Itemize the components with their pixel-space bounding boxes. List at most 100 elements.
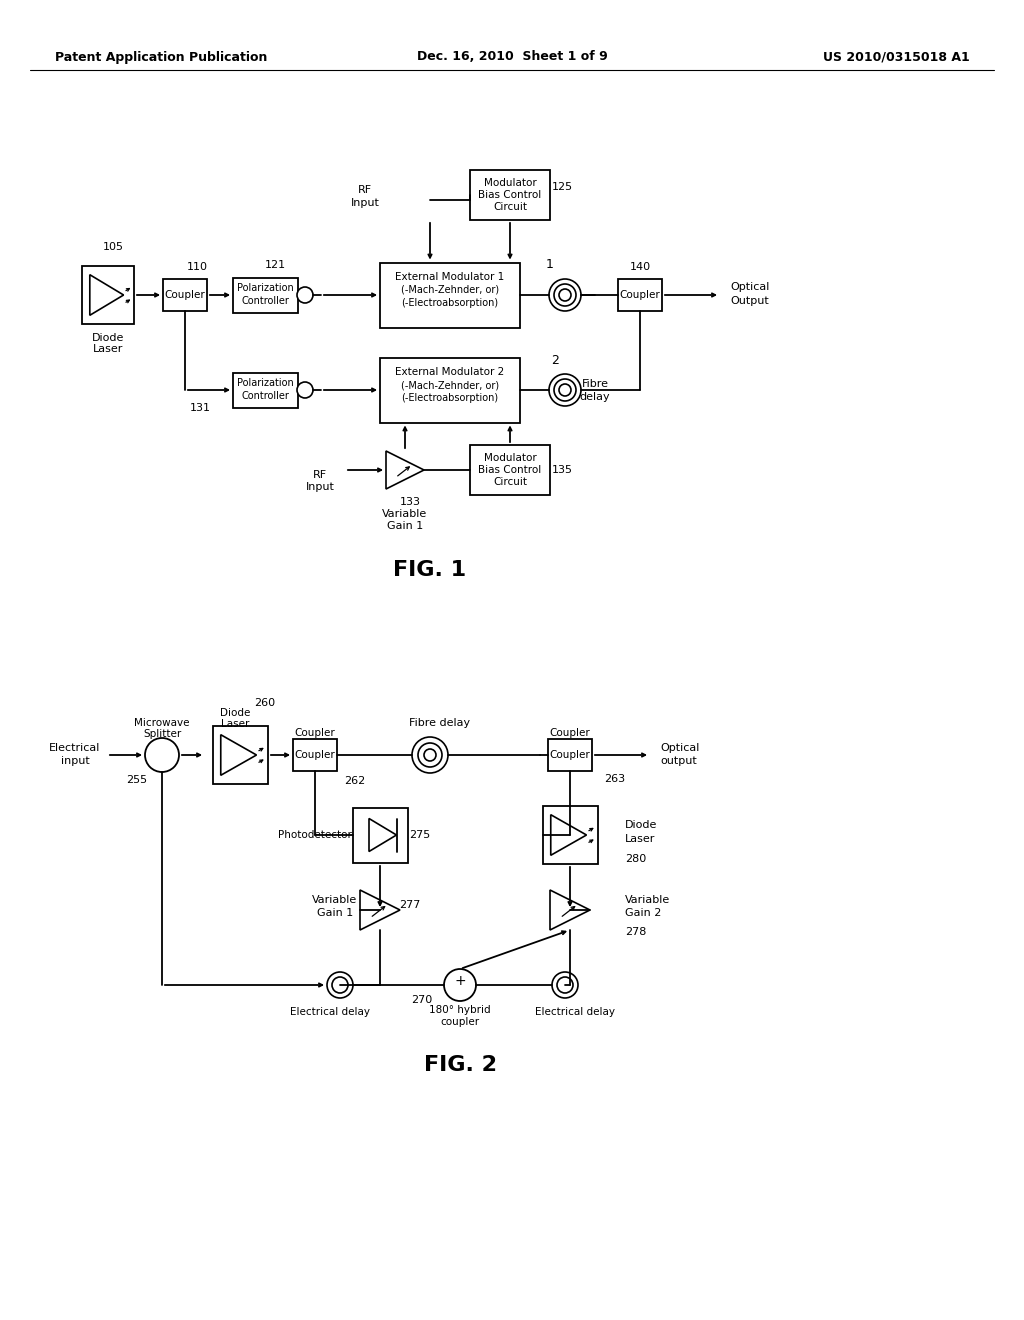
Text: Coupler: Coupler [295,729,336,738]
Text: (-Electroabsorption): (-Electroabsorption) [401,393,499,403]
Circle shape [297,286,313,304]
Text: Coupler: Coupler [295,750,336,760]
Text: 105: 105 [102,242,124,252]
Text: 110: 110 [186,261,208,272]
Polygon shape [386,451,424,488]
Circle shape [327,972,353,998]
Text: Output: Output [730,296,769,306]
Text: +: + [455,974,466,987]
Bar [163,279,207,312]
Text: Coupler: Coupler [620,290,660,300]
Text: Laser: Laser [625,834,655,843]
Text: RF: RF [313,470,327,480]
Text: Polarization: Polarization [237,378,293,388]
Bar [293,739,337,771]
Bar [380,263,520,327]
Text: Electrical delay: Electrical delay [290,1007,370,1016]
Text: Coupler: Coupler [550,729,591,738]
Text: Variable: Variable [625,895,671,906]
Text: 180° hybrid: 180° hybrid [429,1005,490,1015]
Circle shape [145,738,179,772]
Text: 131: 131 [189,403,211,413]
Text: Optical: Optical [660,743,699,752]
Bar [82,267,134,323]
Text: (-Mach-Zehnder, or): (-Mach-Zehnder, or) [401,380,499,389]
Text: 1: 1 [546,259,554,272]
Text: Modulator: Modulator [483,453,537,463]
Text: Gain 2: Gain 2 [625,908,662,917]
Circle shape [297,381,313,399]
Text: Laser: Laser [93,345,123,354]
Bar [618,279,662,312]
Text: Fibre delay: Fibre delay [410,718,471,729]
Text: Bias Control: Bias Control [478,465,542,475]
Text: 262: 262 [344,776,366,785]
Text: Gain 1: Gain 1 [316,908,353,917]
Bar [213,726,267,784]
Bar [380,358,520,422]
Bar [470,170,550,220]
Circle shape [444,969,476,1001]
Text: Circuit: Circuit [493,202,527,213]
Text: 2: 2 [551,354,559,367]
Text: Controller: Controller [241,391,289,401]
Text: Diode: Diode [92,333,124,343]
Text: 140: 140 [630,261,650,272]
Circle shape [552,972,578,998]
Text: Electrical: Electrical [49,743,100,752]
Text: Variable: Variable [382,510,428,519]
Text: Controller: Controller [241,296,289,306]
Text: (-Electroabsorption): (-Electroabsorption) [401,298,499,308]
Bar [352,808,408,862]
Polygon shape [369,818,396,851]
Text: Input: Input [350,198,380,209]
Text: Splitter: Splitter [143,729,181,739]
Circle shape [554,379,575,401]
Text: Coupler: Coupler [165,290,206,300]
Text: Fibre: Fibre [582,379,608,389]
Text: External Modulator 2: External Modulator 2 [395,367,505,378]
Text: coupler: coupler [440,1016,479,1027]
Text: Electrical delay: Electrical delay [535,1007,615,1016]
Text: FIG. 1: FIG. 1 [393,560,467,579]
Text: 255: 255 [126,775,147,785]
Text: 280: 280 [625,854,646,865]
Text: Laser: Laser [221,719,249,729]
Text: 275: 275 [410,830,431,840]
Bar [232,277,298,313]
Text: 135: 135 [552,465,572,475]
Text: 125: 125 [552,182,572,191]
Circle shape [412,737,449,774]
Bar [232,372,298,408]
Polygon shape [221,735,256,775]
Text: 260: 260 [254,698,275,708]
Circle shape [418,743,442,767]
Text: Variable: Variable [312,895,357,906]
Text: External Modulator 1: External Modulator 1 [395,272,505,282]
Text: US 2010/0315018 A1: US 2010/0315018 A1 [823,50,970,63]
Circle shape [549,374,581,407]
Circle shape [559,384,571,396]
Text: Circuit: Circuit [493,477,527,487]
Text: Dec. 16, 2010  Sheet 1 of 9: Dec. 16, 2010 Sheet 1 of 9 [417,50,607,63]
Bar [543,807,597,865]
Text: RF: RF [358,185,372,195]
Text: Input: Input [305,482,335,492]
Text: 263: 263 [604,774,626,784]
Text: Photodetector: Photodetector [279,830,352,840]
Polygon shape [360,890,400,931]
Text: Optical: Optical [730,282,769,292]
Polygon shape [550,890,590,931]
Text: Coupler: Coupler [550,750,591,760]
Circle shape [332,977,348,993]
Text: input: input [60,756,89,766]
Text: (-Mach-Zehnder, or): (-Mach-Zehnder, or) [401,285,499,294]
Text: Diode: Diode [625,820,657,830]
Text: Gain 1: Gain 1 [387,521,423,531]
Text: 278: 278 [625,927,646,937]
Circle shape [554,284,575,306]
Circle shape [549,279,581,312]
Polygon shape [551,814,587,855]
Text: Modulator: Modulator [483,178,537,187]
Text: Patent Application Publication: Patent Application Publication [55,50,267,63]
